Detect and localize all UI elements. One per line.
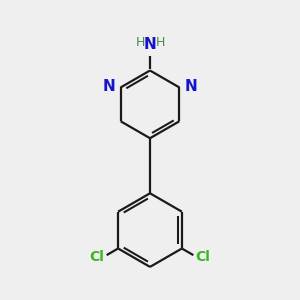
Text: Cl: Cl <box>89 250 104 264</box>
Text: N: N <box>184 79 197 94</box>
Text: H: H <box>135 36 145 49</box>
Text: H: H <box>155 36 165 49</box>
Text: N: N <box>103 79 116 94</box>
Text: Cl: Cl <box>196 250 211 264</box>
Text: N: N <box>144 37 156 52</box>
